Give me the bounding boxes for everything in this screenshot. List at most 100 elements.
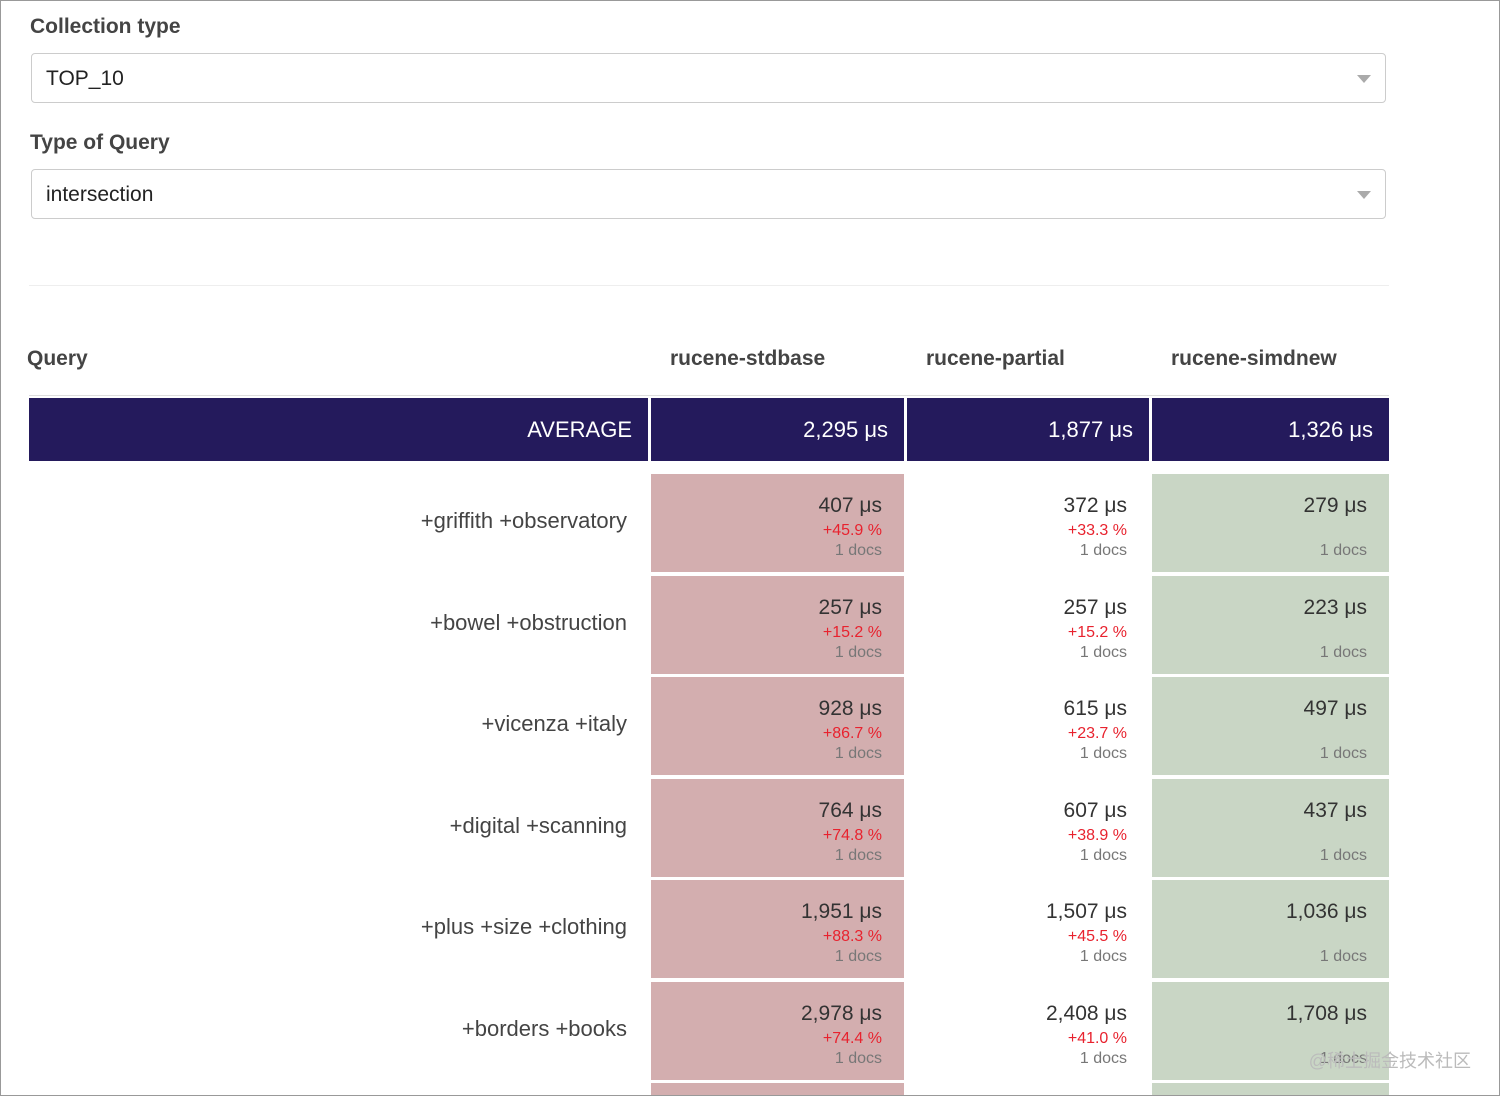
percent-diff: +45.9 %	[822, 522, 882, 539]
docs: 1 docs	[1319, 745, 1367, 762]
time: 607 μs	[1063, 798, 1127, 822]
result-cell: 1,036 μs 1 docs	[1152, 880, 1389, 978]
time: 223 μs	[1303, 595, 1367, 619]
query-cell: +vicenza +italy	[481, 711, 627, 736]
result-cell: 2,408 μs +41.0 % 1 docs	[907, 981, 1149, 1080]
result-cell: 257 μs +15.2 % 1 docs	[651, 575, 904, 674]
percent-diff: +23.7 %	[1067, 725, 1127, 742]
docs: 1 docs	[1079, 542, 1127, 559]
select[interactable]: intersection	[31, 169, 1386, 219]
docs: 1 docs	[834, 948, 882, 965]
docs: 1 docs	[834, 643, 882, 661]
percent-diff: +15.2 %	[1067, 623, 1127, 641]
query-cell: +bowel +obstruction	[430, 609, 627, 635]
result-cell: 437 μs 1 docs	[1152, 778, 1389, 877]
time: 407 μs	[818, 494, 882, 517]
time: 2,978 μs	[801, 1001, 882, 1025]
docs: 1 docs	[1079, 1049, 1127, 1067]
docs: 1 docs	[834, 1049, 882, 1067]
column-header: rucene-simdnew	[1171, 347, 1337, 370]
divider	[29, 395, 1389, 396]
docs: 1 docs	[1319, 846, 1367, 864]
percent-diff: +33.3 %	[1067, 522, 1127, 539]
percent-diff: +41.0 %	[1067, 1029, 1127, 1047]
query-cell: +griffith +observatory	[420, 508, 627, 533]
result-cell: 928 μs +86.7 % 1 docs	[651, 677, 904, 775]
docs: 1 docs	[1079, 745, 1127, 762]
docs: 1 docs	[1319, 542, 1367, 559]
result-cell: 2,978 μs +74.4 % 1 docs	[651, 981, 904, 1080]
percent-diff: +15.2 %	[822, 623, 882, 641]
time: 1,708 μs	[1286, 1001, 1367, 1025]
result-cell-partial	[1152, 1083, 1389, 1095]
docs: 1 docs	[1079, 846, 1127, 864]
percent-diff: +88.3 %	[822, 928, 882, 945]
percent-diff: +86.7 %	[822, 725, 882, 742]
query-cell: +borders +books	[461, 1015, 627, 1041]
column-header: rucene-partial	[926, 347, 1065, 370]
time: 1,507 μs	[1046, 900, 1127, 923]
field-label: Type of Query	[30, 131, 170, 154]
docs: 1 docs	[1319, 948, 1367, 965]
spacer	[1152, 622, 1367, 643]
time: 279 μs	[1303, 494, 1367, 517]
time: 615 μs	[1063, 697, 1127, 720]
result-cell: 407 μs +45.9 % 1 docs	[651, 474, 904, 572]
docs: 1 docs	[834, 846, 882, 864]
time: 1,951 μs	[801, 900, 882, 923]
result-cell: 1,951 μs +88.3 % 1 docs	[651, 880, 904, 978]
dropdown-arrow	[1357, 75, 1371, 83]
result-cell: 223 μs 1 docs	[1152, 575, 1389, 674]
result-cell: 615 μs +23.7 % 1 docs	[907, 677, 1149, 775]
docs: 1 docs	[1319, 1049, 1367, 1067]
time: 257 μs	[818, 595, 882, 619]
percent-diff: +74.4 %	[822, 1029, 882, 1047]
average-cell: 1,326 μs	[1152, 398, 1389, 461]
dropdown-arrow	[1357, 191, 1371, 199]
spacer	[1152, 723, 1367, 744]
average-cell: AVERAGE	[29, 398, 648, 461]
field-label: Collection type	[30, 15, 181, 38]
average-cell: 2,295 μs	[651, 398, 904, 461]
time: 764 μs	[818, 798, 882, 822]
average-cell: 1,877 μs	[907, 398, 1149, 461]
spacer	[1152, 1028, 1367, 1049]
result-cell: 372 μs +33.3 % 1 docs	[907, 474, 1149, 572]
result-cell: 279 μs 1 docs	[1152, 474, 1389, 572]
result-cell: 497 μs 1 docs	[1152, 677, 1389, 775]
percent-diff: +38.9 %	[1067, 826, 1127, 844]
select-value: TOP_10	[46, 67, 124, 90]
query-cell: +digital +scanning	[449, 812, 627, 838]
time: 257 μs	[1063, 595, 1127, 619]
column-header: rucene-stdbase	[670, 347, 826, 370]
divider	[29, 285, 1389, 286]
time: 1,036 μs	[1286, 900, 1367, 923]
percent-diff: +74.8 %	[822, 826, 882, 844]
time: 2,408 μs	[1046, 1001, 1127, 1025]
time: 372 μs	[1063, 494, 1127, 517]
docs: 1 docs	[1079, 948, 1127, 965]
docs: 1 docs	[834, 542, 882, 559]
watermark: @稀土掘金技术社区	[1308, 1051, 1471, 1071]
select[interactable]: TOP_10	[31, 53, 1386, 103]
result-cell: 764 μs +74.8 % 1 docs	[651, 778, 904, 877]
select-value: intersection	[46, 183, 154, 206]
result-cell: 1,708 μs 1 docs	[1152, 981, 1389, 1080]
spacer	[1152, 520, 1367, 541]
result-cell: 257 μs +15.2 % 1 docs	[907, 575, 1149, 674]
percent-diff: +45.5 %	[1067, 928, 1127, 945]
result-cell: 607 μs +38.9 % 1 docs	[907, 778, 1149, 877]
query-cell: +plus +size +clothing	[420, 914, 627, 939]
time: 497 μs	[1303, 697, 1367, 720]
spacer	[1152, 825, 1367, 846]
result-cell: 1,507 μs +45.5 % 1 docs	[907, 880, 1149, 978]
docs: 1 docs	[834, 745, 882, 762]
docs: 1 docs	[1319, 643, 1367, 661]
result-cell-partial	[651, 1083, 904, 1095]
docs: 1 docs	[1079, 643, 1127, 661]
time: 928 μs	[818, 697, 882, 720]
spacer	[1152, 926, 1367, 947]
column-header: Query	[27, 347, 88, 370]
time: 437 μs	[1303, 798, 1367, 822]
